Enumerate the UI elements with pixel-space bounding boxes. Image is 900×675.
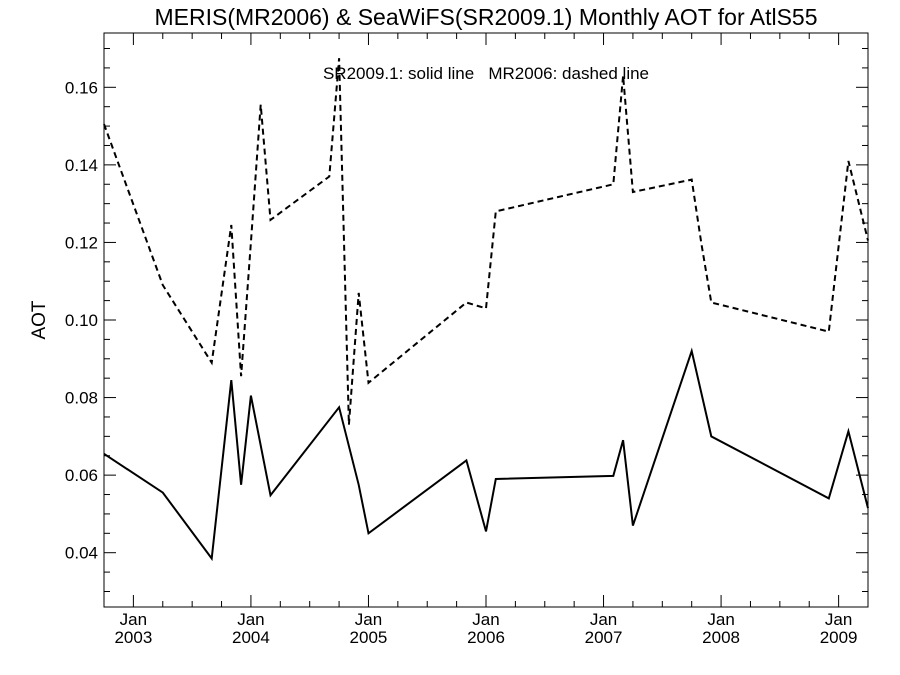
y-tick-label: 0.12 xyxy=(65,233,98,252)
x-tick-year: 2008 xyxy=(702,628,740,647)
x-tick-year: 2007 xyxy=(585,628,623,647)
x-tick-month: Jan xyxy=(590,610,617,629)
x-tick-month: Jan xyxy=(355,610,382,629)
y-tick-label: 0.04 xyxy=(65,544,98,563)
series-style-note: SR2009.1: solid line MR2006: dashed line xyxy=(323,64,649,83)
x-tick-month: Jan xyxy=(707,610,734,629)
x-tick-month: Jan xyxy=(237,610,264,629)
series-line-mr2006 xyxy=(103,58,869,425)
x-tick-month: Jan xyxy=(120,610,147,629)
y-tick-label: 0.08 xyxy=(65,389,98,408)
series-line-sr2009-1 xyxy=(103,347,869,562)
y-axis-ticks: 0.04 0.06 0.08 0.10 0.12 0.14 0.16 xyxy=(65,48,868,592)
x-tick-month: Jan xyxy=(825,610,852,629)
y-tick-label: 0.16 xyxy=(65,78,98,97)
y-tick-label: 0.06 xyxy=(65,466,98,485)
x-tick-year: 2004 xyxy=(232,628,270,647)
y-axis-title: AOT xyxy=(29,300,50,339)
x-tick-year: 2009 xyxy=(820,628,858,647)
y-tick-label: 0.14 xyxy=(65,156,98,175)
y-tick-label: 0.10 xyxy=(65,311,98,330)
x-tick-year: 2006 xyxy=(467,628,505,647)
plot-frame xyxy=(103,32,869,608)
chart-title: MERIS(MR2006) & SeaWiFS(SR2009.1) Monthl… xyxy=(155,4,818,30)
x-tick-year: 2005 xyxy=(350,628,388,647)
x-tick-month: Jan xyxy=(472,610,499,629)
x-tick-year: 2003 xyxy=(114,628,152,647)
x-axis-ticks: Jan2003Jan2004Jan2005Jan2006Jan2007Jan20… xyxy=(103,33,869,647)
series-layer xyxy=(103,58,869,562)
